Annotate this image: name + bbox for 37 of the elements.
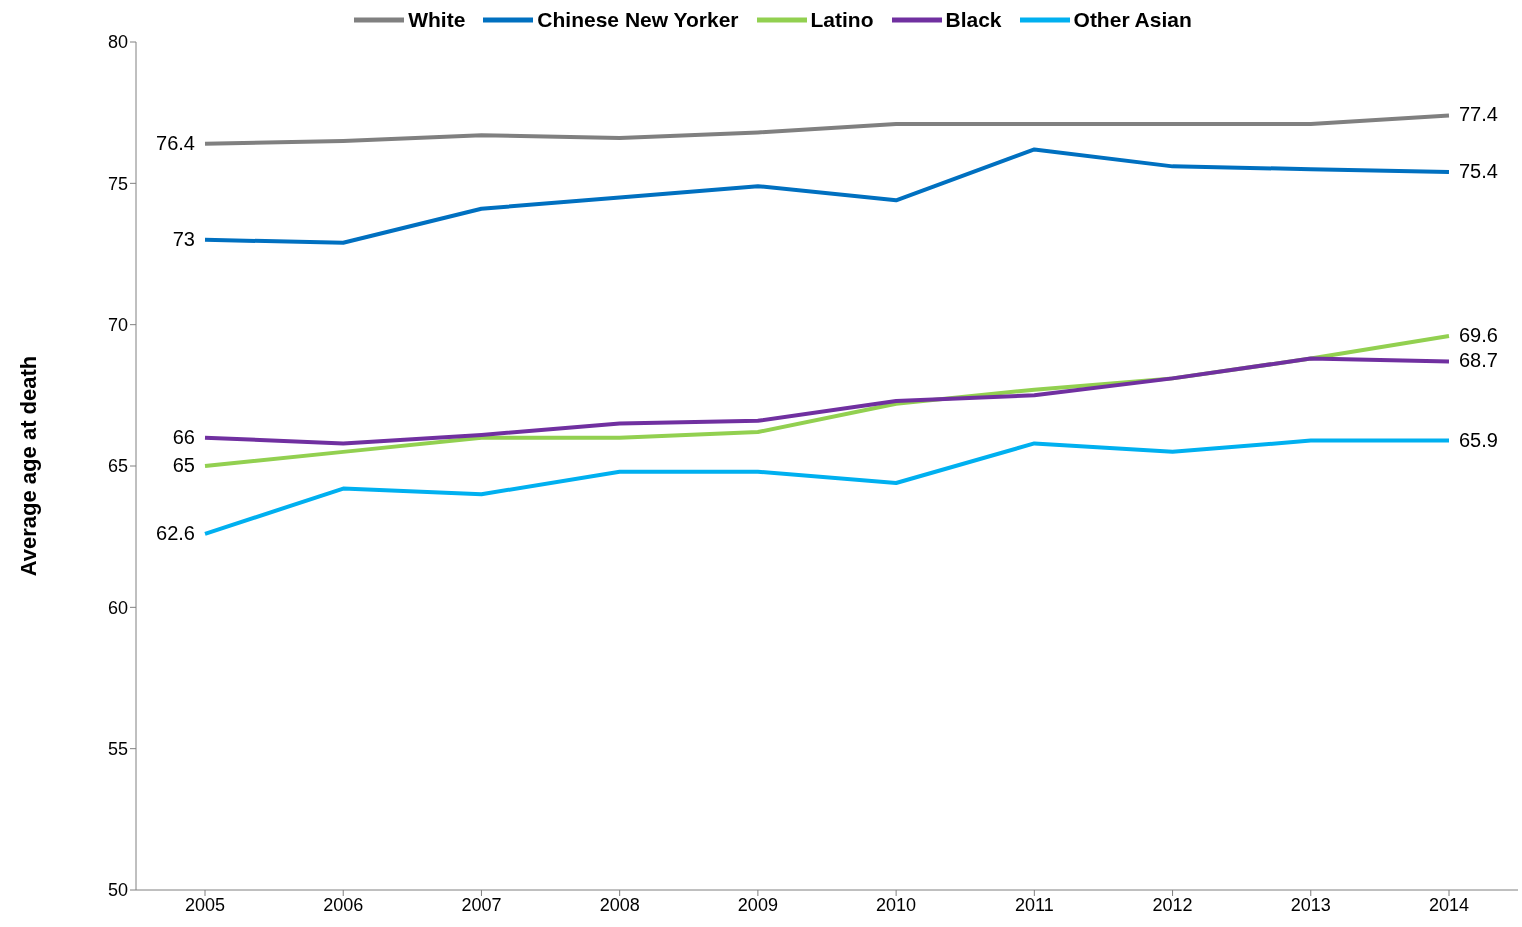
legend-label: Other Asian [1072, 8, 1192, 32]
y-tick-label: 70 [107, 315, 128, 336]
data-label: 66 [172, 425, 195, 448]
x-tick-label: 2007 [461, 894, 502, 915]
x-tick-label: 2009 [737, 894, 778, 915]
legend-label: Black [944, 8, 1002, 32]
y-tick-label: 75 [107, 173, 128, 194]
data-label: 65.9 [1459, 428, 1498, 451]
data-label: 69.6 [1459, 323, 1498, 346]
x-tick-label: 2013 [1290, 894, 1331, 915]
y-tick-label: 50 [107, 880, 128, 901]
x-tick-label: 2008 [599, 894, 640, 915]
data-label: 77.4 [1459, 103, 1498, 126]
y-tick-label: 60 [107, 597, 128, 618]
x-tick-label: 2005 [184, 894, 226, 915]
line-series [203, 147, 1451, 245]
data-label: 76.4 [156, 131, 195, 154]
x-tick-label: 2006 [323, 894, 364, 915]
data-label: 62.6 [156, 521, 195, 544]
line-series [203, 438, 1451, 536]
x-tick-label: 2010 [876, 894, 917, 915]
data-label: 75.4 [1459, 160, 1498, 183]
x-tick-label: 2014 [1428, 894, 1470, 915]
x-tick-label: 2012 [1152, 894, 1193, 915]
data-label: 65 [172, 454, 195, 476]
data-label: 73 [172, 227, 195, 250]
x-tick-label: 2011 [1014, 894, 1054, 915]
line-series [203, 356, 1451, 446]
legend-label: Chinese New Yorker [536, 8, 739, 32]
y-tick-label: 65 [107, 456, 128, 477]
data-label: 68.7 [1459, 349, 1498, 372]
y-tick-label: 55 [107, 739, 128, 760]
y-tick-label: 80 [107, 32, 128, 53]
legend-label: Latino [809, 8, 874, 32]
legend-label: White [407, 8, 466, 32]
y-axis-title: Average age at death [15, 355, 41, 577]
line-series [203, 113, 1451, 146]
